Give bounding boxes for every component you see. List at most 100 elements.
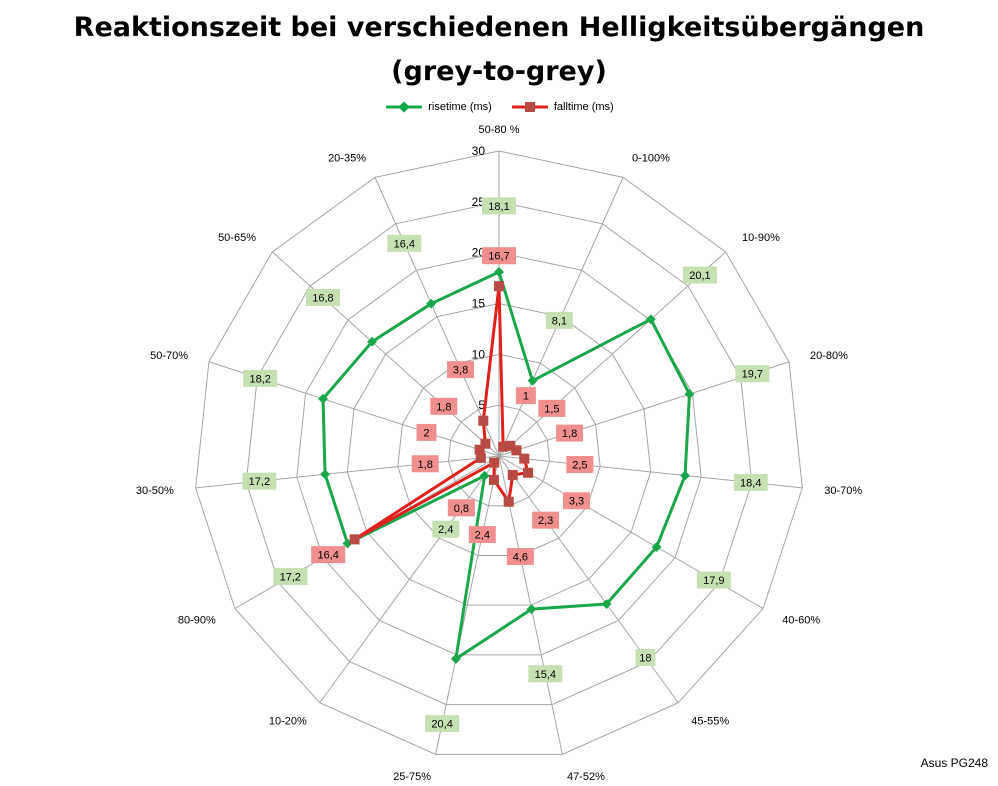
radial-tick-label: 25	[472, 195, 486, 209]
data-label-falltime: 16,7	[488, 251, 509, 263]
radial-tick-label: 30	[472, 144, 486, 158]
data-point-risetime	[601, 599, 612, 609]
data-label-risetime: 17,2	[249, 476, 270, 488]
category-label: 10-90%	[742, 232, 780, 244]
category-label: 20-35%	[328, 152, 366, 164]
grid-ring	[397, 353, 601, 556]
data-label-bg-risetime	[305, 288, 340, 306]
category-label: 10-20%	[269, 716, 307, 728]
data-label-bg-falltime	[562, 492, 590, 510]
data-point-risetime	[367, 336, 378, 347]
data-label-risetime: 17,2	[280, 571, 301, 583]
data-label-bg-falltime	[532, 511, 560, 529]
grid-spoke	[498, 251, 726, 457]
data-point-falltime	[349, 534, 360, 545]
data-label-falltime: 2,5	[572, 460, 587, 472]
data-label-risetime: 18,4	[740, 477, 761, 489]
data-label-bg-falltime	[447, 361, 475, 379]
data-label-falltime: 1,8	[436, 401, 451, 413]
data-label-bg-risetime	[425, 715, 460, 733]
data-point-falltime	[488, 474, 499, 485]
category-label: 20-80%	[810, 350, 848, 362]
data-label-falltime: 0,8	[454, 503, 469, 515]
data-point-falltime	[489, 457, 500, 468]
data-label-risetime: 19,7	[742, 369, 763, 381]
grid-ring	[245, 201, 753, 706]
category-label: 30-50%	[136, 485, 174, 497]
data-point-risetime	[526, 604, 537, 615]
data-label-risetime: 18	[639, 653, 651, 665]
data-label-bg-risetime	[545, 311, 573, 329]
data-label-bg-falltime	[411, 455, 439, 473]
data-label-bg-falltime	[556, 424, 584, 442]
data-label-bg-risetime	[273, 567, 308, 585]
grid-ring	[447, 404, 551, 507]
grid-spoke	[272, 251, 500, 457]
category-label: 47-52%	[567, 771, 605, 783]
data-point-risetime	[494, 267, 504, 277]
grid-spoke	[435, 455, 500, 755]
data-label-risetime: 20,1	[689, 270, 710, 282]
grid-spoke	[374, 177, 500, 457]
data-label-bg-risetime	[432, 520, 460, 538]
category-label: 25-75%	[393, 771, 431, 783]
data-point-falltime	[474, 444, 485, 455]
data-label-risetime: 18,2	[249, 373, 270, 385]
grid-ring	[195, 150, 803, 755]
data-point-risetime	[320, 469, 331, 480]
data-point-risetime	[645, 314, 656, 325]
data-label-falltime: 2,4	[475, 530, 490, 542]
radial-tick-label: 15	[472, 297, 486, 311]
grid-spoke	[319, 455, 500, 704]
category-label: 50-65%	[218, 232, 256, 244]
data-label-risetime: 18,1	[488, 201, 509, 213]
category-label: 0-100%	[632, 152, 670, 164]
data-label-bg-risetime	[682, 266, 717, 284]
data-label-bg-falltime	[430, 397, 458, 415]
data-label-risetime: 2,4	[438, 524, 453, 536]
data-point-falltime	[498, 441, 509, 452]
data-point-falltime	[511, 445, 522, 456]
category-label: 30-70%	[824, 485, 862, 497]
data-point-falltime	[505, 440, 516, 451]
data-point-risetime	[479, 470, 490, 481]
data-label-bg-risetime	[387, 234, 422, 252]
data-label-bg-falltime	[538, 399, 566, 417]
data-label-risetime: 15,4	[535, 669, 556, 681]
category-label: 40-60%	[782, 615, 820, 627]
data-label-risetime: 8,1	[552, 315, 567, 327]
data-label-bg-risetime	[528, 665, 563, 683]
legend: risetime (ms) falltime (ms)	[0, 101, 998, 113]
data-label-falltime: 16,4	[317, 550, 338, 562]
data-label-falltime: 1,8	[418, 459, 433, 471]
data-label-bg-falltime	[416, 423, 437, 441]
data-point-risetime	[426, 298, 437, 309]
data-point-risetime	[680, 470, 690, 481]
category-label: 80-90%	[178, 615, 216, 627]
data-point-falltime	[494, 281, 504, 292]
data-label-falltime: 1,5	[544, 403, 559, 415]
data-label-bg-falltime	[468, 526, 496, 544]
data-label-bg-falltime	[482, 247, 516, 265]
data-label-bg-falltime	[506, 547, 534, 565]
grid-ring	[346, 302, 652, 606]
category-label: 50-70%	[150, 350, 188, 362]
data-label-bg-risetime	[243, 369, 278, 387]
legend-swatch-falltime	[511, 102, 548, 112]
data-label-falltime: 1	[523, 391, 529, 403]
data-label-falltime: 3,8	[453, 365, 468, 377]
legend-label-falltime: falltime (ms)	[553, 101, 614, 113]
data-point-falltime	[503, 496, 514, 507]
data-point-risetime	[651, 542, 662, 552]
data-label-risetime: 16,4	[394, 238, 415, 250]
chart-subtitle: (grey-to-grey)	[391, 56, 607, 87]
data-label-risetime: 17,9	[703, 575, 724, 587]
data-label-bg-falltime	[311, 546, 346, 564]
data-point-falltime	[475, 452, 486, 463]
data-point-falltime	[523, 467, 534, 478]
data-point-risetime	[684, 389, 695, 400]
data-label-falltime: 3,3	[569, 496, 584, 508]
legend-item-falltime: falltime (ms)	[510, 101, 614, 113]
data-label-falltime: 4,6	[513, 551, 528, 563]
